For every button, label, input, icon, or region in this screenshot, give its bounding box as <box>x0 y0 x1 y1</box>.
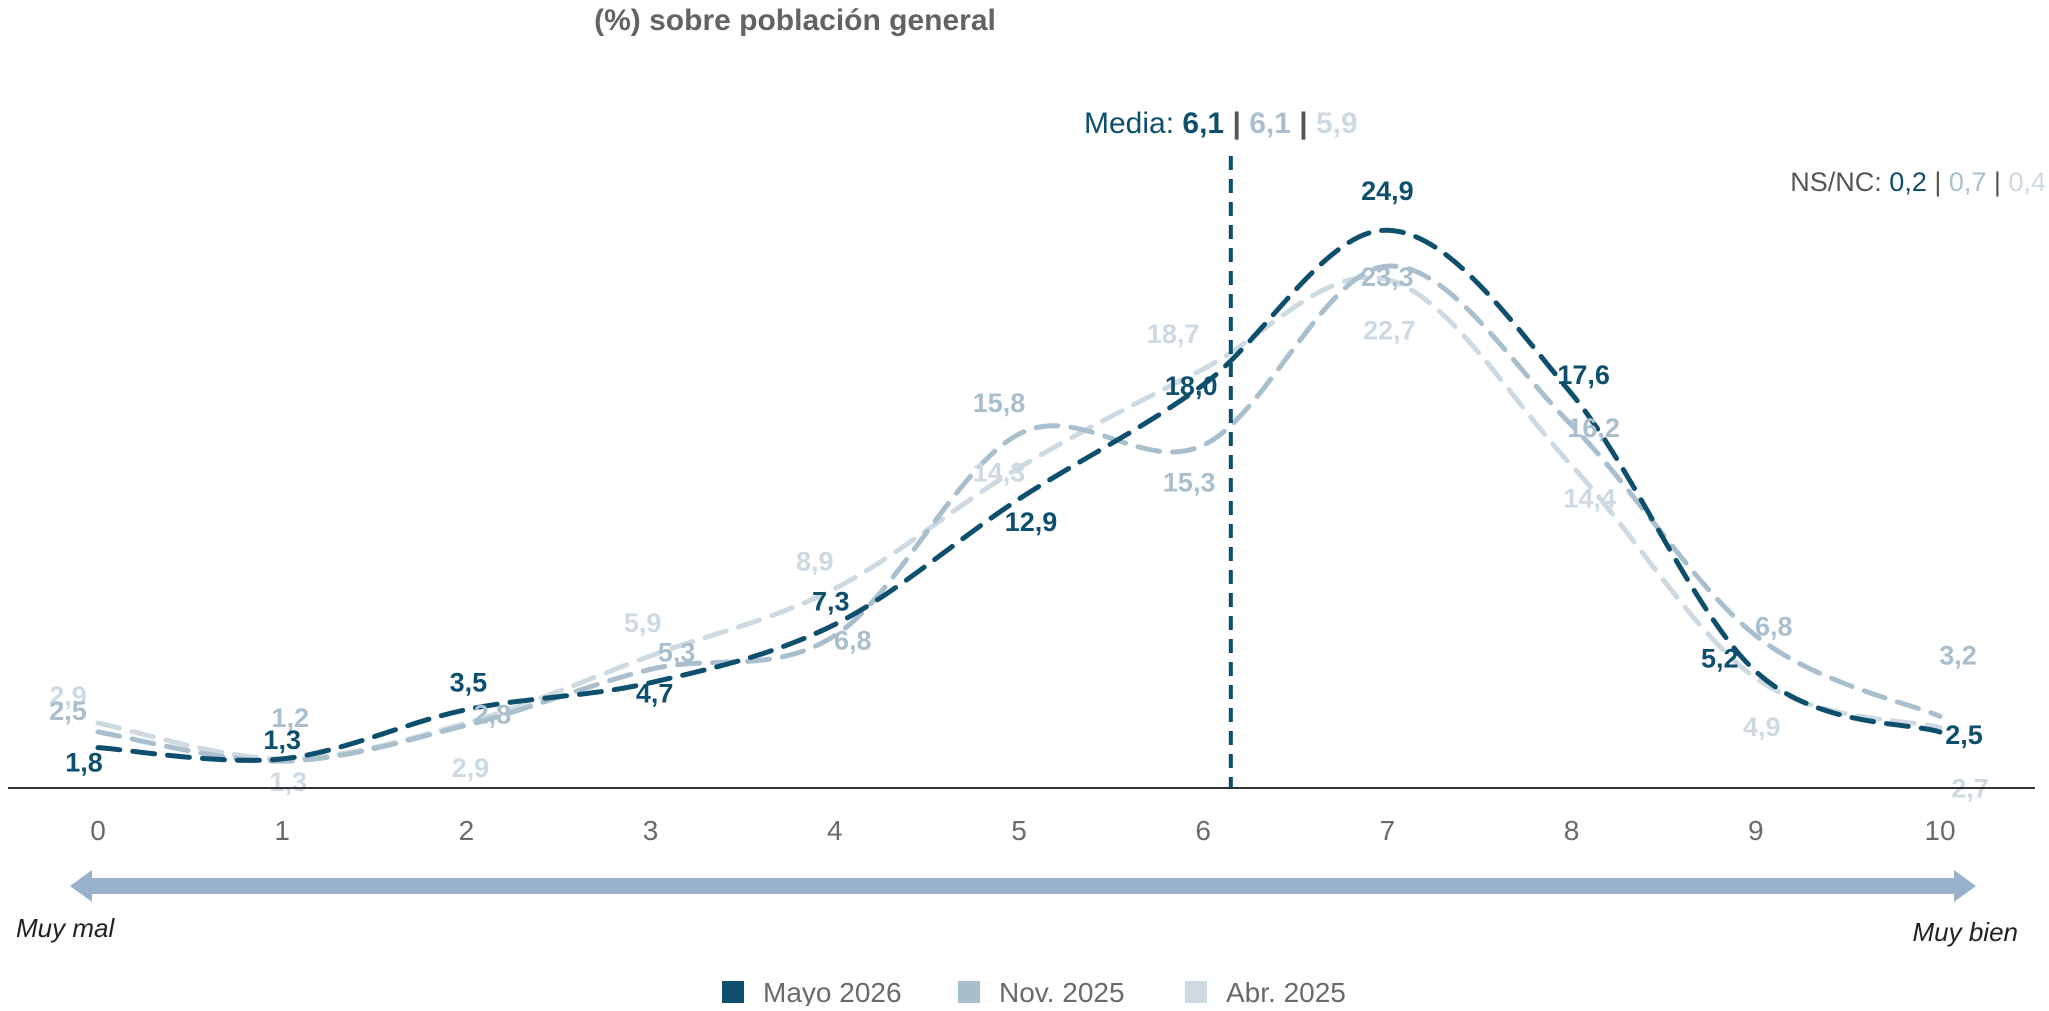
data-label-nov-2025: 15,8 <box>973 388 1026 418</box>
media-value: 5,9 <box>1316 107 1358 140</box>
data-label-abr-2025: 4,9 <box>1743 712 1781 742</box>
data-label-abr-2025: 22,7 <box>1363 316 1416 346</box>
legend: Mayo 2026 Nov. 2025 Abr. 2025 <box>722 977 1346 1008</box>
media-value: 6,1 <box>1249 107 1291 140</box>
data-label-abr-2025: 2,9 <box>452 753 490 783</box>
data-label-abr-2025: 2,9 <box>49 681 87 711</box>
data-label-nov-2025: 2,8 <box>474 699 512 729</box>
x-tick-label: 3 <box>643 815 659 846</box>
data-label-nov-2025: 15,3 <box>1163 467 1216 497</box>
scale-label-left: Muy mal <box>16 913 115 943</box>
data-labels-group: 2,91,3 2,95,98,914,318,7 22,714,44,92,72,5… <box>49 176 1989 803</box>
series-line-abr-2025 <box>95 274 1943 762</box>
data-label-abr-2025: 1,3 <box>269 767 307 797</box>
nsnc-text: NS/NC: 0,2 | 0,7 | 0,4 <box>1790 167 2046 197</box>
media-value: Media: <box>1084 107 1182 140</box>
media-value: | <box>1291 107 1316 140</box>
data-label-mayo-2026: 18,0 <box>1165 371 1218 401</box>
data-label-nov-2025: 6,8 <box>834 626 872 656</box>
series-line-mayo-2026 <box>95 227 1943 763</box>
data-label-mayo-2026: 24,9 <box>1361 176 1414 206</box>
nsnc-annotation: NS/NC: 0,2 | 0,7 | 0,4 <box>1790 167 2046 197</box>
data-label-mayo-2026: 3,5 <box>450 668 488 698</box>
x-tick-label: 6 <box>1195 815 1211 846</box>
media-value: | <box>1224 107 1249 140</box>
nsnc-value: 0,7 <box>1949 167 1987 197</box>
scale-arrow <box>70 870 1976 902</box>
data-label-nov-2025: 2,5 <box>49 696 87 726</box>
nsnc-value: 0,2 <box>1889 167 1927 197</box>
x-tick-label: 10 <box>1924 815 1955 846</box>
scale-arrow-shaft <box>88 878 1958 894</box>
series-group <box>95 227 1943 764</box>
x-tick-label: 2 <box>459 815 475 846</box>
media-annotation: Media: 6,1 | 6,1 | 5,9 <box>1084 107 1358 140</box>
x-tick-label: 7 <box>1380 815 1396 846</box>
data-label-mayo-2026: 17,6 <box>1557 360 1610 390</box>
data-label-abr-2025: 18,7 <box>1147 319 1200 349</box>
x-tick-label: 8 <box>1564 815 1580 846</box>
legend-swatch-mayo-2026 <box>722 981 744 1003</box>
chart-title: (%) sobre población general <box>594 4 996 37</box>
nsnc-value: NS/NC: <box>1790 167 1889 197</box>
legend-label-mayo-2026: Mayo 2026 <box>763 977 902 1006</box>
data-label-nov-2025: 5,3 <box>658 637 696 667</box>
nsnc-value: | <box>1927 167 1949 197</box>
data-label-nov-2025: 23,3 <box>1361 262 1414 292</box>
data-label-mayo-2026: 1,3 <box>263 725 301 755</box>
x-tick-label: 4 <box>827 815 843 846</box>
x-tick-label: 9 <box>1748 815 1764 846</box>
data-label-nov-2025: 1,2 <box>271 703 309 733</box>
series-line-nov-2025 <box>95 263 1943 764</box>
data-label-mayo-2026: 12,9 <box>1005 507 1058 537</box>
legend-swatch-nov-2025 <box>958 981 980 1003</box>
nsnc-value: 0,4 <box>2008 167 2046 197</box>
data-label-nov-2025: 6,8 <box>1755 612 1793 642</box>
scale-arrow-head-right <box>1954 870 1976 902</box>
scale-arrow-head-left <box>70 870 92 902</box>
data-label-mayo-2026: 4,7 <box>636 679 674 709</box>
media-value: 6,1 <box>1182 107 1224 140</box>
media-group: Media: 6,1 | 6,1 | 5,9 <box>1084 107 1358 788</box>
data-label-abr-2025: 14,4 <box>1563 483 1616 513</box>
data-label-mayo-2026: 2,5 <box>1945 720 1983 750</box>
legend-swatch-abr-2025 <box>1185 981 1207 1003</box>
data-label-nov-2025: 3,2 <box>1939 640 1977 670</box>
data-label-mayo-2026: 1,8 <box>65 748 103 778</box>
legend-label-abr-2025: Abr. 2025 <box>1226 977 1346 1006</box>
x-tick-labels: 0 1 2 3 4 5 6 7 8 9 10 <box>90 815 1955 846</box>
data-label-mayo-2026: 5,2 <box>1701 644 1739 674</box>
data-label-abr-2025: 5,9 <box>624 608 662 638</box>
scale-label-right: Muy bien <box>1913 917 2019 947</box>
x-tick-label: 5 <box>1011 815 1027 846</box>
x-tick-label: 0 <box>90 815 106 846</box>
nsnc-value: | <box>1986 167 2008 197</box>
legend-label-nov-2025: Nov. 2025 <box>999 977 1125 1006</box>
data-label-mayo-2026: 7,3 <box>812 586 850 616</box>
x-tick-label: 1 <box>274 815 290 846</box>
data-label-abr-2025: 14,3 <box>973 458 1026 488</box>
data-label-nov-2025: 16,2 <box>1567 413 1620 443</box>
data-label-abr-2025: 8,9 <box>796 547 834 577</box>
